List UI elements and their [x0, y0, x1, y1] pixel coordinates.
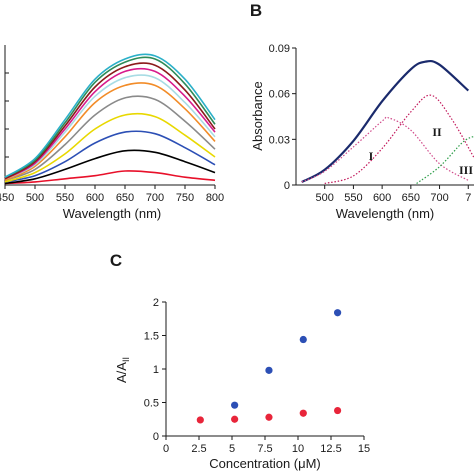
panel-a-x-tick-label: 450 — [0, 192, 14, 204]
panel-c-y-label-sub: II — [121, 357, 131, 362]
panel-a-spectrum-5 — [4, 95, 216, 182]
panel-c-x-ticks: 0 2.5 5 7.5 10 12.5 15 — [163, 436, 370, 455]
panel-c-x-tick-label: 0 — [163, 443, 169, 455]
panel-c-point-red — [334, 406, 342, 415]
panel-c-y-tick-label: 1.5 — [144, 331, 159, 343]
panel-c-y-label-main: A/A — [114, 362, 129, 383]
panel-c-point-blue — [334, 309, 342, 317]
panel-b-y-ticks: 0 0.03 0.06 0.09 — [269, 43, 296, 192]
panel-a-spectrum-9 — [4, 62, 216, 180]
panel-c-point-blue — [265, 366, 273, 374]
panel-c-point-red — [231, 415, 239, 423]
panel-a-x-tick-label: 700 — [146, 192, 164, 204]
panel-c: C 0 2.5 5 7.5 10 12.5 15 0 0.5 1 1.5 2 Concentrati… — [110, 251, 370, 471]
panel-b-x-tick-label: 500 — [316, 192, 334, 204]
panel-a-x-tick-label: 550 — [56, 192, 74, 204]
panel-c-point-red — [265, 413, 273, 421]
panel-a-spectrum-2 — [4, 149, 216, 185]
panel-c-x-tick-label: 15 — [358, 443, 370, 455]
panel-b-y-tick-label: 0.06 — [269, 89, 290, 101]
panel-c-x-label: Concentration (μM) — [209, 456, 321, 471]
panel-b-label: B — [250, 1, 262, 20]
panel-a-x-ticks: 450 500 550 600 650 700 750 800 — [0, 72, 224, 204]
panel-b-x-label: Wavelength (nm) — [336, 206, 435, 221]
panel-b-x-ticks: 500 550 600 650 700 7 — [316, 185, 471, 204]
panel-b-band-i — [301, 116, 469, 183]
panel-a-spectrum-11 — [4, 53, 216, 178]
panel-a-spectrum-6 — [4, 82, 216, 182]
panel-c-point-blue — [299, 335, 307, 344]
panel-b-x-tick-label: 600 — [373, 192, 391, 204]
panel-b-y-label: Absorbance — [250, 81, 265, 150]
panel-c-x-tick-label: 2.5 — [191, 443, 206, 455]
panel-b-y-tick-label: 0.03 — [269, 134, 290, 146]
panel-b-x-tick-label: 700 — [430, 192, 448, 204]
panel-b-band-iii — [416, 135, 474, 184]
panel-c-points — [196, 309, 342, 424]
panel-a-spectrum-10 — [4, 56, 216, 178]
panel-a-x-tick-label: 750 — [176, 192, 194, 204]
panel-c-x-tick-label: 7.5 — [257, 443, 272, 455]
panel-b-x-tick-label: 650 — [402, 192, 420, 204]
panel-c-x-tick-label: 5 — [229, 443, 235, 455]
panel-a-spectrum-7 — [4, 74, 216, 180]
panel-a-x-tick-label: 650 — [116, 192, 134, 204]
panel-a-x-label: Wavelength (nm) — [63, 206, 162, 221]
panel-c-point-blue — [231, 401, 239, 409]
panel-c-y-tick-label: 2 — [153, 297, 159, 309]
panel-a: 450 500 550 600 650 700 750 800 Wavelength (nm) — [0, 45, 224, 221]
panel-a-spectrum-4 — [4, 112, 216, 183]
panel-a-spectrum-3 — [4, 130, 216, 183]
panel-c-x-tick-label: 10 — [292, 443, 304, 455]
panel-a-x-tick-label: 600 — [86, 192, 104, 204]
panel-a-x-tick-label: 800 — [206, 192, 224, 204]
panel-a-spectrum-1 — [4, 170, 216, 185]
panel-b-x-tick-label: 7 — [465, 192, 471, 204]
panel-b: B 500 550 600 650 700 7 0 0.03 0.06 0.09 Wavelen… — [250, 1, 474, 221]
panel-b-x-tick-label: 550 — [344, 192, 362, 204]
panel-c-y-ticks: 0 0.5 1 1.5 2 — [144, 297, 166, 443]
panel-b-y-tick-label: 0.09 — [269, 43, 290, 55]
panel-b-band-ii — [324, 94, 474, 185]
panel-c-y-tick-label: 1 — [153, 364, 159, 376]
panel-b-curves — [301, 59, 474, 185]
panel-a-spectrum-8 — [4, 67, 216, 180]
peak-label-ii: II — [432, 125, 442, 139]
panel-b-y-tick-label: 0 — [284, 180, 290, 192]
panel-c-x-tick-label: 12.5 — [320, 443, 341, 455]
panel-a-x-tick-label: 500 — [26, 192, 44, 204]
peak-label-i: I — [369, 149, 374, 163]
panel-b-measured-spectrum — [301, 59, 470, 183]
peak-label-iii: III — [459, 163, 473, 177]
panel-c-point-red — [299, 409, 307, 417]
panel-c-point-red — [196, 416, 204, 424]
panel-c-y-tick-label: 0 — [153, 431, 159, 443]
panel-c-label: C — [110, 251, 122, 270]
panel-c-y-tick-label: 0.5 — [144, 398, 159, 410]
panel-c-y-label: A/AII — [114, 357, 131, 383]
panel-a-curves — [4, 53, 216, 185]
